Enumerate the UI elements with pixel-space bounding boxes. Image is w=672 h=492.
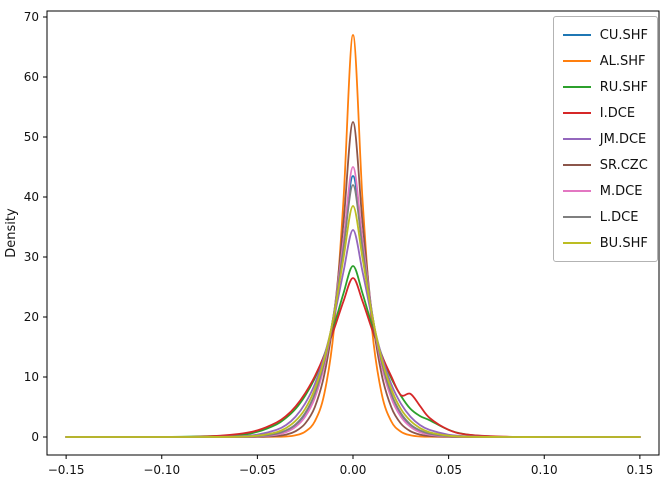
legend-label: CU.SHF bbox=[599, 27, 648, 43]
series-lines bbox=[65, 34, 641, 439]
y-tick-label: 40 bbox=[24, 190, 39, 204]
legend-item: I.DCE bbox=[562, 100, 648, 126]
legend-item: CU.SHF bbox=[562, 22, 648, 48]
legend-line-swatch bbox=[562, 241, 591, 245]
legend-item: M.DCE bbox=[562, 178, 648, 204]
axis-ticks: −0.15 −0.10 −0.05 0.00 0.05 0.10 0.15 0 10 20 30 40… bbox=[24, 10, 654, 477]
series-line-BU.SHF bbox=[65, 205, 641, 438]
series-line-I.DCE bbox=[65, 277, 641, 438]
y-axis-label: Density bbox=[4, 208, 19, 258]
y-tick-label: 50 bbox=[24, 130, 39, 144]
y-tick-label: 0 bbox=[31, 430, 39, 444]
legend-line-swatch bbox=[562, 33, 591, 37]
y-tick-label: 30 bbox=[24, 250, 39, 264]
y-tick-label: 60 bbox=[24, 70, 39, 84]
y-tick-label: 10 bbox=[24, 370, 39, 384]
legend-item: RU.SHF bbox=[562, 74, 648, 100]
legend-item: JM.DCE bbox=[562, 126, 648, 152]
x-tick-label: −0.15 bbox=[48, 463, 85, 477]
legend-item: AL.SHF bbox=[562, 48, 648, 74]
legend-line-swatch bbox=[562, 59, 591, 63]
legend-line-swatch bbox=[562, 189, 591, 193]
series-line-RU.SHF bbox=[65, 265, 641, 439]
x-tick-label: −0.05 bbox=[239, 463, 276, 477]
x-tick-label: 0.15 bbox=[627, 463, 654, 477]
legend-label: SR.CZC bbox=[599, 157, 648, 173]
legend-item: SR.CZC bbox=[562, 152, 648, 178]
x-tick-label: 0.10 bbox=[531, 463, 558, 477]
legend-line-swatch bbox=[562, 137, 591, 141]
legend-label: JM.DCE bbox=[599, 131, 647, 147]
y-tick-label: 70 bbox=[24, 10, 39, 24]
legend-label: I.DCE bbox=[599, 105, 636, 121]
x-tick-label: −0.10 bbox=[143, 463, 180, 477]
legend-label: M.DCE bbox=[599, 183, 643, 199]
legend-line-swatch bbox=[562, 215, 591, 219]
legend-line-swatch bbox=[562, 163, 591, 167]
legend-label: L.DCE bbox=[599, 209, 639, 225]
x-tick-label: 0.05 bbox=[435, 463, 462, 477]
x-tick-label: 0.00 bbox=[340, 463, 367, 477]
legend-item: BU.SHF bbox=[562, 230, 648, 256]
legend-label: RU.SHF bbox=[599, 79, 648, 95]
legend-line-swatch bbox=[562, 111, 591, 115]
legend-label: AL.SHF bbox=[599, 53, 646, 69]
legend-label: BU.SHF bbox=[599, 235, 648, 251]
legend-line-swatch bbox=[562, 85, 591, 89]
legend: CU.SHF AL.SHF RU.SHF I.DCE JM.DCE SR.CZC M.DCE… bbox=[552, 16, 658, 262]
y-tick-label: 20 bbox=[24, 310, 39, 324]
legend-item: L.DCE bbox=[562, 204, 648, 230]
